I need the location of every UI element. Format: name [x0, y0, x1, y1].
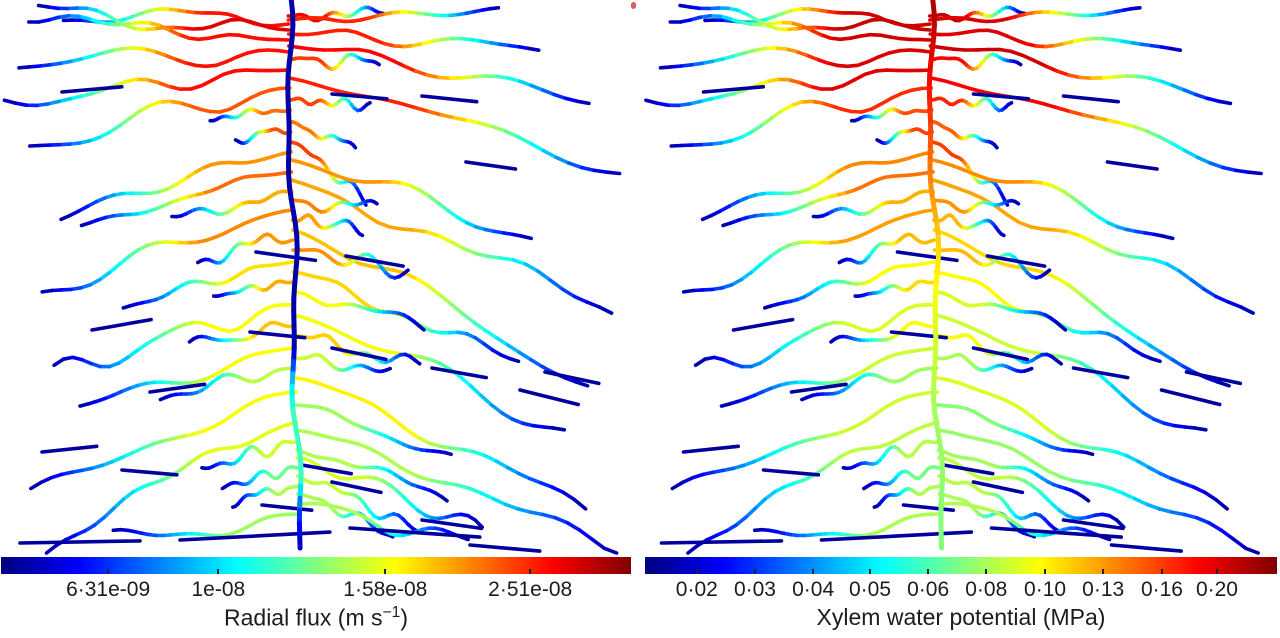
xylem-colorbar-labels: 0·02 0·03 0·04 0·05 0·06 0·08 0·10 0·13 0·16 0·20: [645, 578, 1277, 602]
radial-flux-colorbar: [1, 557, 631, 574]
xylem-colorbar-tick: [695, 569, 698, 574]
xylem-colorbar-tick-label: 0·02: [675, 578, 718, 601]
radial-flux-colorbar-tick: [217, 569, 220, 574]
xylem-colorbar-tick: [927, 569, 930, 574]
xylem-colorbar-tick: [812, 569, 815, 574]
radial-flux-colorbar-tick-label: 6·31e-09: [66, 578, 151, 601]
radial-flux-colorbar-gradient: [1, 557, 631, 574]
xylem-colorbar-tick-label: 0·20: [1195, 578, 1238, 601]
radial-flux-colorbar-tick: [529, 569, 532, 574]
xylem-colorbar-tick: [1215, 569, 1218, 574]
xylem-colorbar-tick: [1044, 569, 1047, 574]
xylem-colorbar-tick: [1160, 569, 1163, 574]
xylem-colorbar-tick: [1102, 569, 1105, 574]
xylem-colorbar-gradient: [645, 557, 1277, 574]
radial-flux-colorbar-tick-label: 1e-08: [191, 578, 246, 601]
radial-flux-axis-title-text: Radial flux (m s: [224, 604, 383, 631]
radial-flux-colorbar-tick-label: 1·58e-08: [343, 578, 428, 601]
xylem-colorbar-tick-label: 0·13: [1082, 578, 1125, 601]
radial-flux-colorbar-tick-label: 2·51e-08: [488, 578, 573, 601]
xylem-colorbar-tick-label: 0·10: [1024, 578, 1067, 601]
xylem-colorbar-tick-label: 0·05: [848, 578, 891, 601]
xylem-colorbar: [645, 557, 1277, 574]
xylem-colorbar-tick: [985, 569, 988, 574]
xylem-colorbar-tick-label: 0·06: [907, 578, 950, 601]
xylem-axis-title: Xylem water potential (MPa): [816, 604, 1106, 630]
radial-flux-axis-title-exponent: −1: [382, 604, 401, 621]
radial-flux-root-map: [2, 0, 622, 555]
radial-flux-colorbar-tick: [107, 569, 110, 574]
xylem-colorbar-tick: [753, 569, 756, 574]
stray-red-mark: [631, 2, 636, 9]
radial-flux-axis-title-close: ): [400, 604, 408, 631]
xylem-colorbar-tick-label: 0·08: [965, 578, 1008, 601]
radial-flux-colorbar-labels: 6·31e-09 1e-08 1·58e-08 2·51e-08: [1, 578, 631, 602]
xylem-colorbar-tick: [868, 569, 871, 574]
xylem-colorbar-tick-label: 0·04: [792, 578, 835, 601]
xylem-water-potential-root-map: [644, 0, 1263, 555]
xylem-colorbar-tick-label: 0·16: [1140, 578, 1183, 601]
xylem-colorbar-tick-label: 0·03: [733, 578, 776, 601]
radial-flux-colorbar-tick: [384, 569, 387, 574]
radial-flux-axis-title: Radial flux (m s−1): [224, 604, 408, 632]
